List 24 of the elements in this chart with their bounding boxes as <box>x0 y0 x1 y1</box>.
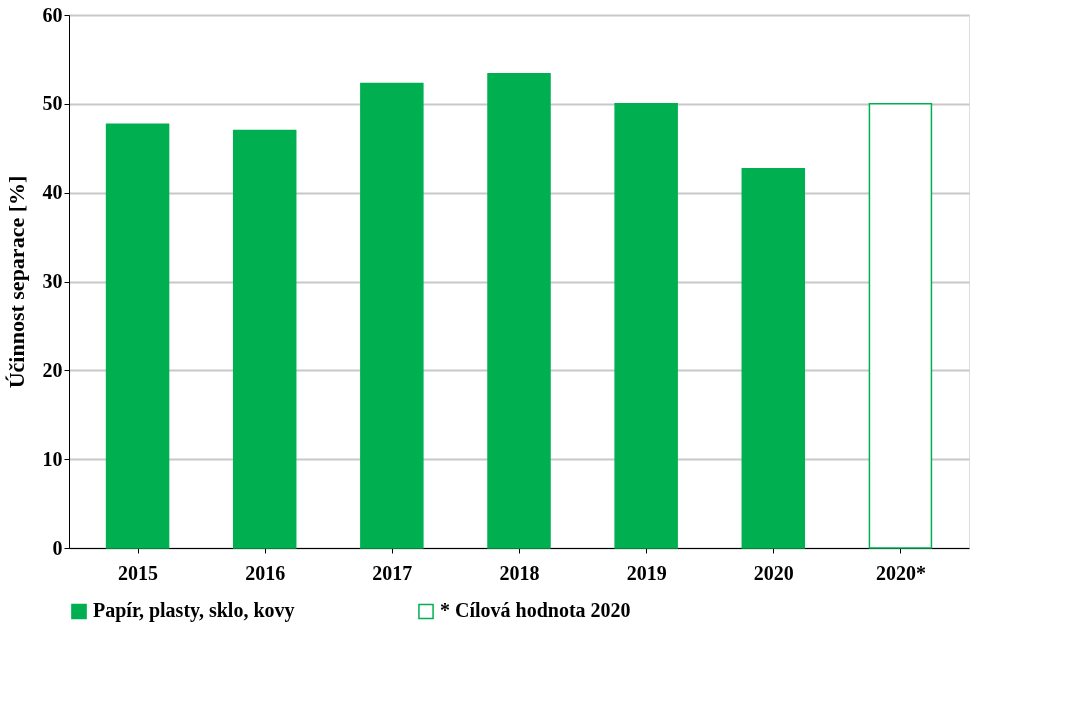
x-tick-label: 2020 <box>753 561 794 584</box>
bar <box>868 103 933 549</box>
legend-label: Papír, plasty, sklo, kovy <box>93 599 295 623</box>
x-tick-label: 2020* <box>875 561 926 584</box>
x-tick-label: 2015 <box>118 561 159 584</box>
y-tick-label: 30 <box>42 270 63 292</box>
y-tick-label: 10 <box>42 447 63 470</box>
x-tick-label: 2018 <box>499 561 540 584</box>
x-tick-label: 2019 <box>626 561 667 584</box>
x-tick-label: 2016 <box>245 561 286 584</box>
x-tick-label: 2017 <box>372 561 413 584</box>
bar <box>614 103 678 549</box>
y-tick-label: 20 <box>42 358 63 381</box>
bar <box>105 123 170 549</box>
bar <box>360 82 424 549</box>
y-tick-label: 50 <box>42 92 63 115</box>
bar <box>487 72 551 549</box>
y-tick-label: 0 <box>52 536 63 559</box>
y-axis-title: Účinnost separace [%] <box>3 175 29 389</box>
bar <box>741 167 806 549</box>
bar <box>232 129 297 549</box>
legend-label: * Cílová hodnota 2020 <box>440 599 631 622</box>
y-tick-label: 40 <box>42 181 63 204</box>
y-tick-label: 60 <box>42 3 63 26</box>
